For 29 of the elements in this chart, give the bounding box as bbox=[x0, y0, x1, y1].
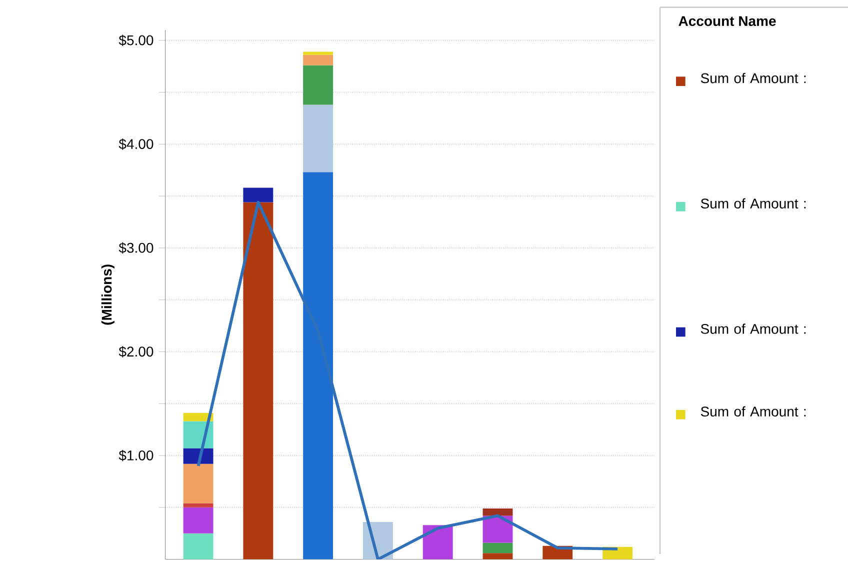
y-tick-label: $2.00 bbox=[118, 346, 154, 358]
bar bbox=[243, 202, 274, 560]
legend-label: Sum of Amount : bbox=[700, 324, 806, 334]
line-series bbox=[196, 200, 620, 560]
legend-label: Sum of Amount : bbox=[700, 406, 806, 417]
bar bbox=[183, 448, 214, 464]
y-tick-label: $3.00 bbox=[118, 242, 154, 254]
bar bbox=[422, 525, 453, 560]
legend-title: Account Name bbox=[678, 16, 776, 26]
bar bbox=[183, 464, 214, 504]
bar bbox=[183, 503, 214, 508]
y-axis-title: (Millions) bbox=[101, 264, 114, 325]
bar bbox=[303, 104, 334, 172]
bar bbox=[482, 553, 513, 560]
bar bbox=[482, 542, 513, 554]
bar bbox=[183, 421, 214, 448]
bar bbox=[303, 65, 334, 105]
legend-label: Sum of Amount : bbox=[700, 72, 806, 84]
bar bbox=[303, 54, 334, 66]
y-tick-label: $1.00 bbox=[118, 450, 154, 462]
y-tick-label: $4.00 bbox=[118, 138, 154, 150]
y-tick-label: $5.00 bbox=[118, 34, 154, 46]
legend-label: Sum of Amount : bbox=[700, 198, 806, 209]
bar bbox=[303, 52, 334, 55]
bar bbox=[303, 172, 334, 560]
bar bbox=[183, 507, 214, 534]
bar bbox=[482, 508, 513, 516]
bar bbox=[183, 533, 214, 560]
bar bbox=[243, 188, 274, 202]
